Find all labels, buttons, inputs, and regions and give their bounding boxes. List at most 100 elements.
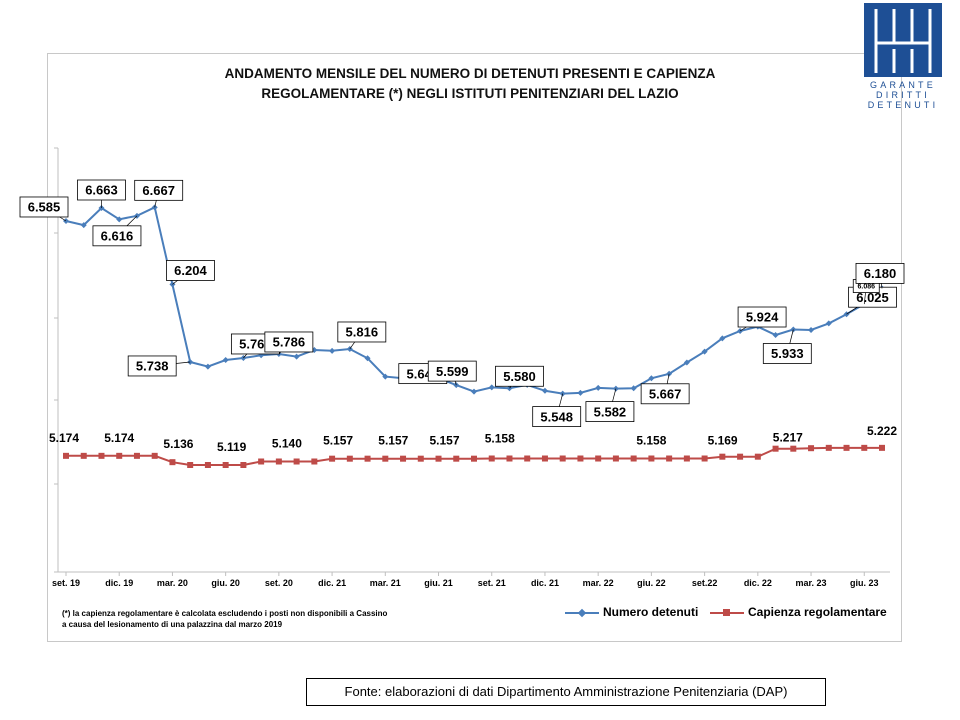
data-point-capienza-2 xyxy=(98,452,105,459)
data-point-capienza-39 xyxy=(754,453,761,460)
data-point-capienza-45 xyxy=(861,444,868,451)
data-point-detenuti-18 xyxy=(382,373,389,380)
x-tick-label-2: mar. 20 xyxy=(157,578,188,588)
chart-title-line-1: ANDAMENTO MENSILE DEL NUMERO DI DETENUTI… xyxy=(224,66,716,81)
data-point-capienza-32 xyxy=(630,455,637,462)
data-point-capienza-10 xyxy=(240,462,247,468)
legend-item-detenuti: Numero detenuti xyxy=(565,605,698,619)
data-point-capienza-38 xyxy=(737,453,744,460)
chart-title-line-2: REGOLAMENTARE (*) NEGLI ISTITUTI PENITEN… xyxy=(261,86,679,101)
data-label-detenuti-41: 5.933 xyxy=(771,346,804,361)
data-point-capienza-41 xyxy=(790,445,797,452)
x-tick-label-6: mar. 21 xyxy=(370,578,401,588)
logo-emblem xyxy=(864,3,942,77)
data-point-detenuti-33 xyxy=(648,375,655,382)
data-label-detenuti-5: 6.667 xyxy=(142,183,175,198)
data-point-capienza-23 xyxy=(471,455,477,462)
data-label-capienza-3: 5.174 xyxy=(104,431,134,445)
data-point-detenuti-37 xyxy=(719,335,726,342)
label-box-detenuti-5 xyxy=(134,179,184,201)
x-tick-label-14: mar. 23 xyxy=(796,578,827,588)
label-box-detenuti-28 xyxy=(532,406,582,427)
data-point-capienza-12 xyxy=(275,458,282,465)
data-point-capienza-13 xyxy=(293,458,300,465)
data-label-detenuti-38: 5.924 xyxy=(746,310,779,325)
label-box-detenuti-7 xyxy=(127,355,177,377)
data-point-detenuti-23 xyxy=(471,388,477,395)
chart-title: ANDAMENTO MENSILE DEL NUMERO DI DETENUTI… xyxy=(150,64,790,104)
data-label-detenuti-28: 5.548 xyxy=(540,409,573,424)
label-box-detenuti-22 xyxy=(427,360,477,382)
footnote: (*) la capienza regolamentare è calcolat… xyxy=(62,608,422,630)
x-tick-label-5: dic. 21 xyxy=(318,578,346,588)
data-point-detenuti-36 xyxy=(701,348,708,355)
data-point-capienza-1 xyxy=(80,452,87,459)
data-label-detenuti-2: 6.663 xyxy=(85,183,118,198)
data-point-detenuti-32 xyxy=(630,385,637,392)
x-tick-label-9: dic. 21 xyxy=(531,578,559,588)
data-label-detenuti-7: 5.738 xyxy=(136,359,169,374)
logo-mark-icon xyxy=(874,9,932,73)
data-point-capienza-20 xyxy=(417,455,424,462)
label-box-detenuti-2 xyxy=(77,179,126,201)
x-tick-label-1: dic. 19 xyxy=(105,578,133,588)
x-tick-label-0: set. 19 xyxy=(52,578,80,588)
data-label-detenuti-45: 6.086 xyxy=(857,284,875,291)
data-label-capienza-21: 5.157 xyxy=(430,434,460,448)
data-point-detenuti-43 xyxy=(825,320,832,327)
x-tick-label-10: mar. 22 xyxy=(583,578,614,588)
data-point-capienza-37 xyxy=(719,453,726,460)
data-point-capienza-28 xyxy=(559,455,566,462)
data-point-capienza-18 xyxy=(382,455,389,462)
data-label-capienza-33: 5.158 xyxy=(636,434,666,448)
data-point-detenuti-13 xyxy=(293,353,300,360)
data-point-capienza-44 xyxy=(843,444,850,451)
data-label-detenuti-6: 6.204 xyxy=(174,263,207,278)
x-tick-label-11: giu. 22 xyxy=(637,578,666,588)
label-box-detenuti-25 xyxy=(495,365,544,387)
label-box-detenuti-16 xyxy=(337,321,387,343)
label-box-detenuti-6 xyxy=(166,260,215,281)
x-tick-label-7: giu. 21 xyxy=(424,578,453,588)
legend-label-capienza: Capienza regolamentare xyxy=(748,605,887,619)
data-label-capienza-12: 5.140 xyxy=(272,437,302,451)
data-label-capienza-24: 5.158 xyxy=(485,432,515,446)
legend-swatch-capienza xyxy=(710,605,744,619)
data-label-detenuti-10: 5.762 xyxy=(239,337,272,352)
legend-label-detenuti: Numero detenuti xyxy=(603,605,699,619)
data-point-detenuti-29 xyxy=(577,389,584,396)
x-tick-label-4: set. 20 xyxy=(265,578,293,588)
data-point-detenuti-24 xyxy=(488,384,495,391)
data-label-detenuti-12: 5.786 xyxy=(273,335,306,350)
data-label-capienza-9: 5.119 xyxy=(217,440,247,454)
label-box-detenuti-12 xyxy=(264,331,314,353)
label-box-detenuti-4 xyxy=(92,225,142,247)
source-note: Fonte: elaborazioni di dati Dipartimento… xyxy=(306,678,826,706)
label-box-detenuti-38 xyxy=(737,306,787,328)
label-box-detenuti-31 xyxy=(585,401,635,422)
data-label-detenuti-22: 5.599 xyxy=(436,364,469,379)
x-tick-label-12: set.22 xyxy=(692,578,718,588)
footnote-line-1: (*) la capienza regolamentare è calcolat… xyxy=(62,609,388,618)
data-point-capienza-17 xyxy=(364,455,371,462)
x-tick-label-15: giu. 23 xyxy=(850,578,879,588)
data-point-capienza-11 xyxy=(258,458,265,465)
garante-logo: GARANTE DIRITTI DETENUTI xyxy=(864,3,942,110)
data-point-capienza-21 xyxy=(435,455,442,462)
data-point-capienza-7 xyxy=(187,462,194,468)
data-label-capienza-18: 5.157 xyxy=(378,434,408,448)
data-point-detenuti-30 xyxy=(595,384,602,391)
data-point-capienza-27 xyxy=(541,455,548,462)
data-label-detenuti-31: 5.582 xyxy=(594,404,627,419)
data-point-capienza-25 xyxy=(506,455,513,462)
logo-text-garante: GARANTE xyxy=(870,80,936,90)
data-point-capienza-16 xyxy=(346,455,353,462)
logo-text-diritti: DIRITTI xyxy=(876,90,930,100)
data-point-capienza-35 xyxy=(683,455,690,462)
data-label-capienza-39: 5.217 xyxy=(773,431,803,445)
data-point-capienza-36 xyxy=(701,455,708,462)
data-point-capienza-19 xyxy=(400,455,407,462)
data-point-capienza-30 xyxy=(595,455,602,462)
data-point-capienza-26 xyxy=(524,455,531,462)
